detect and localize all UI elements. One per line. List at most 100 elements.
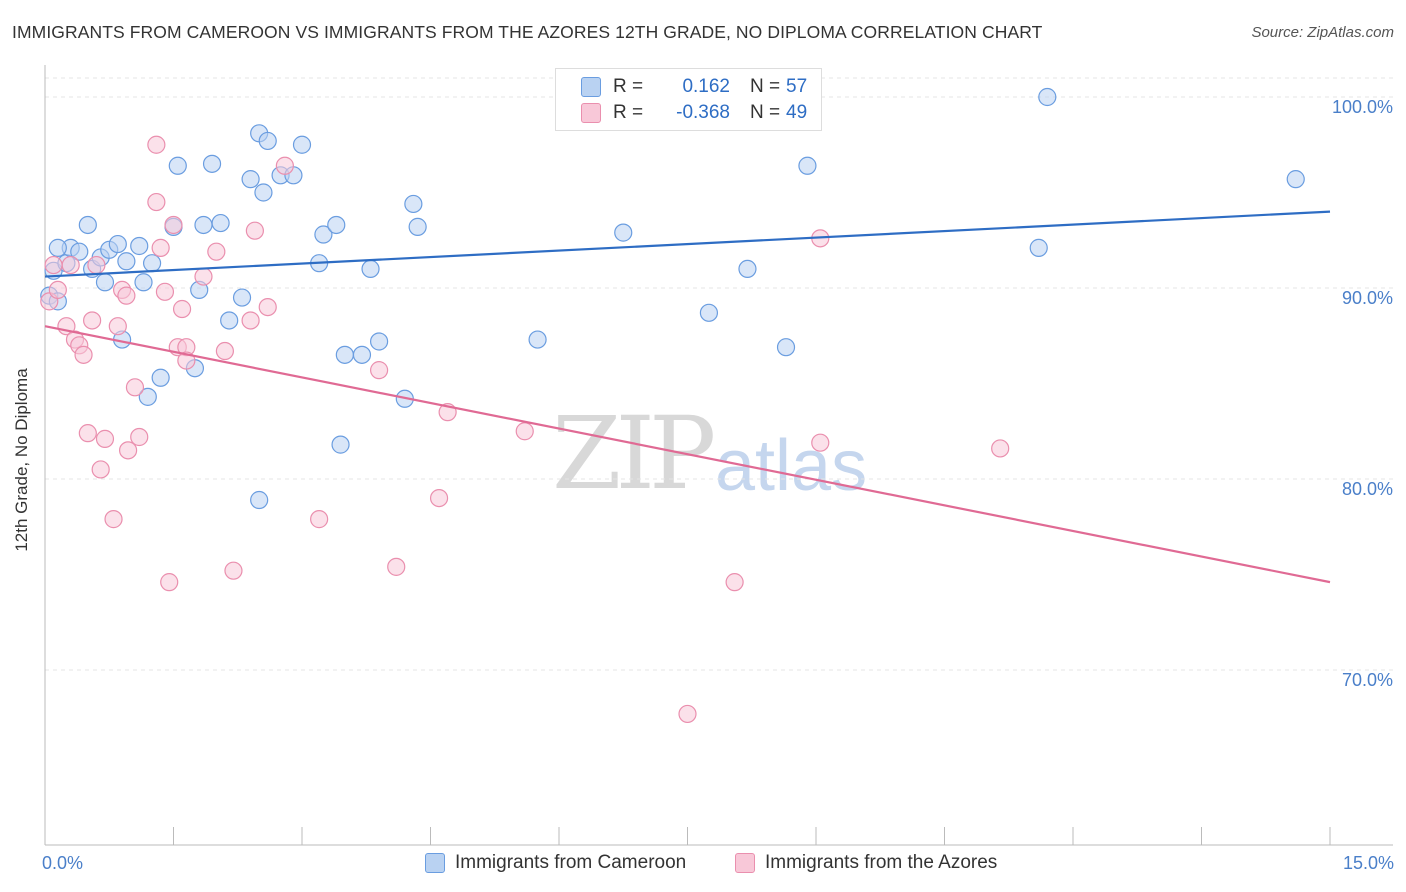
data-point-azores [387,557,406,576]
data-point-cameroon [776,338,796,357]
legend-label-azores: Immigrants from the Azores [765,852,998,873]
data-point-azores [172,299,192,319]
data-point-azores [258,298,277,317]
data-point-cameroon [241,170,260,189]
stats-legend-row-azores: R = -0.368 N = 49 [581,101,807,125]
n-value: 57 [786,76,808,97]
data-point-azores [194,267,213,286]
r-value: 0.162 [682,76,730,97]
data-point-azores [91,460,110,479]
data-point-azores [118,441,138,460]
data-point-cameroon [314,225,333,244]
data-point-cameroon [232,288,252,307]
y-tick-label: 90.0% [1342,288,1393,308]
data-point-azores [224,561,243,580]
data-point-azores [725,573,744,592]
data-point-cameroon [1029,238,1048,257]
data-point-cameroon [78,215,97,235]
data-point-cameroon [220,311,239,330]
data-point-azores [48,280,67,300]
data-point-azores [215,341,234,361]
data-point-azores [678,704,697,724]
data-point-azores [83,311,102,330]
data-point-cameroon [134,273,153,292]
data-point-cameroon [211,213,230,233]
n-label: N = [750,76,781,97]
watermark-atlas: atlas [715,426,868,506]
data-point-azores [104,510,123,529]
legend-item-cameroon[interactable]: Immigrants from Cameroon [425,852,686,874]
data-point-azores [310,510,329,529]
data-point-cameroon [258,131,277,151]
data-point-azores [207,242,226,261]
trend-line-cameroon [44,210,1331,278]
data-point-cameroon [202,154,222,173]
data-point-azores [74,345,93,364]
stats-legend: R = 0.162 N = 57 R = -0.368 N = 49 [555,68,822,131]
data-point-azores [95,429,115,448]
data-point-azores [151,238,170,257]
r-label: R = [613,76,644,97]
data-point-cameroon [798,156,817,175]
data-point-azores [78,424,97,443]
stats-legend-row-cameroon: R = 0.162 N = 57 [581,75,807,99]
legend-swatch-azores [581,103,601,123]
data-point-azores [241,311,260,330]
data-point-cameroon [614,223,633,242]
data-point-azores [160,573,179,592]
data-point-cameroon [95,273,115,292]
data-point-cameroon [151,368,170,387]
data-point-azores [155,282,175,301]
data-point-azores [108,317,127,336]
y-tick-label: 100.0% [1332,97,1393,117]
data-point-azores [245,221,264,240]
data-point-cameroon [48,238,67,257]
data-point-azores [125,378,145,397]
data-point-azores [275,156,294,175]
data-point-azores [811,433,830,452]
data-point-cameroon [168,156,187,175]
data-point-azores [61,255,80,275]
data-point-cameroon [331,435,350,454]
data-point-cameroon [1038,87,1057,107]
source-label: Source: ZipAtlas.com [1251,24,1394,41]
data-point-cameroon [408,217,427,236]
data-point-cameroon [142,254,162,273]
data-point-cameroon [108,234,127,254]
data-point-azores [130,427,149,447]
y-axis-label: 12th Grade, No Diploma [12,368,31,552]
legend-swatch-azores [735,853,755,873]
data-point-cameroon [335,345,354,364]
data-point-cameroon [70,242,89,261]
r-value: -0.368 [676,102,730,123]
data-point-cameroon [250,490,269,510]
data-point-azores [44,255,63,275]
data-point-azores [177,351,196,370]
data-point-cameroon [130,236,149,256]
data-point-azores [515,422,534,441]
data-point-cameroon [352,345,372,364]
y-tick-label: 70.0% [1342,670,1393,690]
n-value: 49 [786,102,808,123]
data-point-cameroon [404,194,423,214]
data-point-cameroon [117,252,136,271]
data-point-azores [991,439,1010,458]
data-point-azores [370,361,389,380]
data-point-cameroon [254,183,273,202]
legend-item-azores[interactable]: Immigrants from the Azores [735,852,997,874]
data-point-cameroon [292,135,312,154]
data-point-azores [147,192,166,212]
series-legend: Immigrants from Cameroon Immigrants from… [0,852,1406,878]
legend-swatch-cameroon [581,77,601,97]
data-point-azores [429,489,449,508]
chart-title: IMMIGRANTS FROM CAMEROON VS IMMIGRANTS F… [12,22,1043,42]
data-point-cameroon [194,215,213,235]
trend-line-azores [44,325,1331,584]
data-point-cameroon [370,332,389,351]
n-label: N = [750,102,781,123]
data-point-azores [117,286,136,305]
data-point-cameroon [528,330,547,349]
data-point-azores [87,255,106,275]
legend-swatch-cameroon [425,853,445,873]
